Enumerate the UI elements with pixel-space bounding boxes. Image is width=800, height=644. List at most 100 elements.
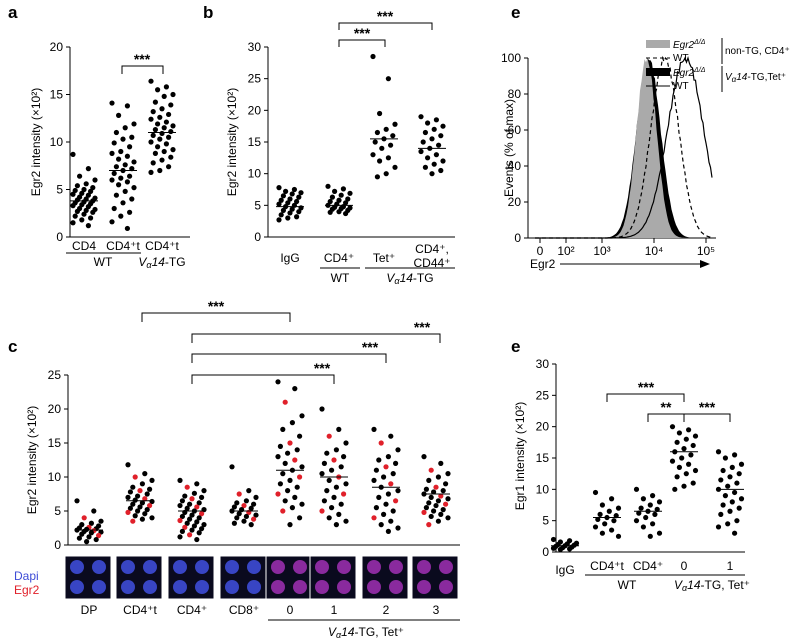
pc-point-1-7 <box>137 488 143 494</box>
pe-point-4-2 <box>722 455 729 461</box>
pc-point-3-9 <box>248 505 254 511</box>
pa-point-0-2 <box>77 173 83 179</box>
pe-point-4-17 <box>736 505 742 511</box>
pc-point-7-8 <box>423 486 429 492</box>
pe-point-1-1 <box>609 496 615 502</box>
pc-point-2-33 <box>177 534 183 540</box>
pc-point-7-3 <box>445 471 451 477</box>
pc-point-6-17 <box>393 498 399 504</box>
c-strip-egr2: Egr2 <box>14 583 40 597</box>
pc-point-0-0 <box>74 498 80 504</box>
pa-point-0-30 <box>72 213 78 219</box>
pc-point-0-17 <box>96 532 102 539</box>
pb-point-2-11 <box>370 152 376 158</box>
c-strip-cell-3-1 <box>247 560 261 574</box>
pe-point-4-0 <box>715 449 722 455</box>
b-group-tg: Vα14-TG <box>386 271 433 286</box>
pa-point-1-20 <box>127 173 133 179</box>
pc-point-1-1 <box>142 471 148 477</box>
e-cat-4: 1 <box>727 559 734 573</box>
c-cat-1: CD4⁺t <box>123 603 157 617</box>
pe-point-3-11 <box>669 458 676 464</box>
pb-point-2-14 <box>392 164 398 170</box>
c-strip-cell-3-0 <box>225 560 239 574</box>
pa-point-2-16 <box>152 127 158 133</box>
pc-point-3-5 <box>234 500 240 506</box>
e-ytick-label-5: 25 <box>536 388 550 402</box>
c-sig-1: *** <box>414 319 431 335</box>
pe-point-3-5 <box>674 439 680 445</box>
pc-point-2-20 <box>196 515 202 521</box>
pc-point-6-1 <box>388 433 394 439</box>
pc-point-7-5 <box>426 477 432 483</box>
pc-point-0-19 <box>76 535 82 541</box>
pb-point-2-12 <box>385 155 391 161</box>
e-cat-3: 0 <box>681 559 688 573</box>
pb-point-3-13 <box>425 155 431 161</box>
pa-point-0-21 <box>79 202 85 208</box>
pc-point-1-22 <box>125 509 131 515</box>
b-cat-3: CD4⁺, <box>415 242 449 256</box>
pb-point-3-5 <box>422 129 428 136</box>
d-ytick-label-2: 40 <box>508 159 522 173</box>
c-strip-cell-1-2 <box>121 580 135 594</box>
pc-point-5-16 <box>324 488 330 494</box>
pa-point-0-0 <box>70 151 76 157</box>
pc-point-7-2 <box>428 467 434 473</box>
pc-point-7-10 <box>431 489 437 495</box>
pb-point-2-1 <box>385 76 391 82</box>
pc-point-7-15 <box>435 498 441 504</box>
pa-point-0-26 <box>83 207 89 213</box>
c-strip-cell-2-3 <box>195 580 209 594</box>
pc-point-3-3 <box>253 494 259 500</box>
pb-point-1-18 <box>336 209 342 215</box>
a-cat-0: CD4 <box>72 239 96 253</box>
pc-point-6-20 <box>390 508 396 514</box>
c-strip-cell-6-2 <box>367 580 381 594</box>
pc-point-7-4 <box>435 474 441 480</box>
pc-point-2-10 <box>187 501 193 507</box>
pc-point-4-4 <box>289 420 295 426</box>
pc-point-6-3 <box>395 447 401 453</box>
pe-point-1-12 <box>609 527 615 533</box>
pc-point-1-3 <box>149 477 155 483</box>
pc-point-1-9 <box>144 491 150 497</box>
pb-point-0-10 <box>285 200 291 206</box>
b-cat-2: Tet⁺ <box>373 251 395 265</box>
pa-point-1-29 <box>120 200 126 206</box>
c-sig-0: *** <box>208 298 225 314</box>
pc-point-7-12 <box>438 493 444 499</box>
pe-point-3-3 <box>692 433 699 439</box>
pc-point-4-18 <box>287 477 293 483</box>
pb-point-0-4 <box>289 191 295 197</box>
pa-point-2-22 <box>148 139 154 145</box>
c-strip-cell-7-0 <box>417 560 431 574</box>
b-ylabel: Egr2 intensity (×10²) <box>225 88 239 196</box>
pa-point-2-21 <box>157 136 163 142</box>
panel-letter-c: c <box>8 337 17 356</box>
pc-point-4-24 <box>282 498 288 504</box>
pc-point-6-4 <box>385 454 391 460</box>
pb-point-2-3 <box>392 121 398 127</box>
pa-point-0-31 <box>88 215 94 221</box>
pb-point-3-4 <box>431 126 437 132</box>
pe-point-1-5 <box>597 511 603 517</box>
pc-point-4-19 <box>277 481 283 487</box>
pc-point-5-24 <box>326 515 332 521</box>
b-ytick-label-5: 25 <box>248 72 262 86</box>
d-ytick-label-5: 100 <box>501 51 521 65</box>
pc-point-7-27 <box>426 522 432 528</box>
pb-point-0-19 <box>278 212 284 218</box>
pa-point-0-28 <box>90 209 96 215</box>
pc-point-7-20 <box>440 507 446 513</box>
pc-point-1-10 <box>135 493 141 499</box>
pc-point-6-24 <box>378 522 384 528</box>
pa-point-2-28 <box>168 154 174 160</box>
pe-point-1-11 <box>592 524 599 530</box>
pc-point-6-19 <box>373 505 379 511</box>
pc-point-1-13 <box>132 497 138 503</box>
pe-point-4-14 <box>738 496 745 502</box>
pc-point-2-8 <box>179 498 185 504</box>
pc-point-2-31 <box>196 530 202 536</box>
